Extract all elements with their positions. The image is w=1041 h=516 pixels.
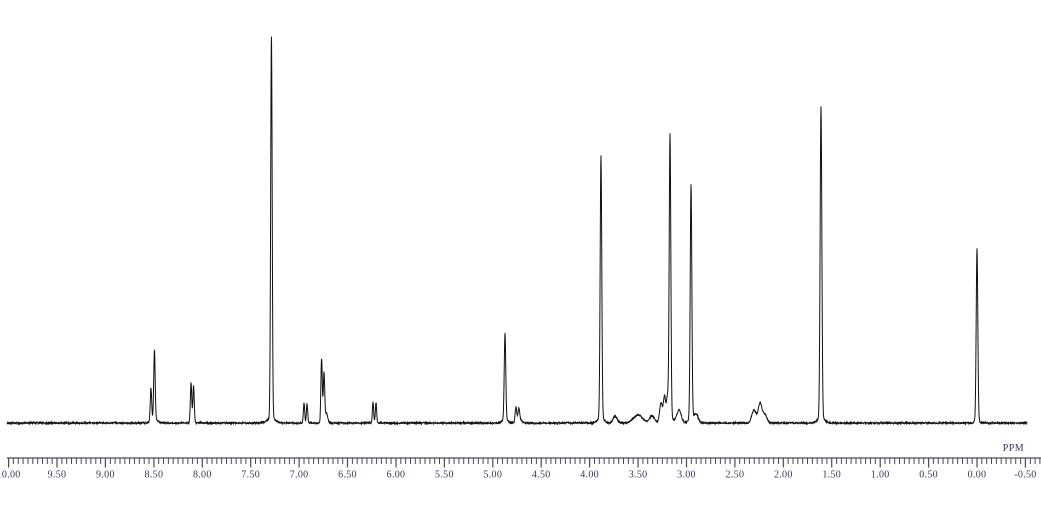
axis-tick-label: 0.00 xyxy=(968,470,987,481)
axis-tick-label: 9.50 xyxy=(48,470,67,481)
axis-tick-label: 5.50 xyxy=(435,470,454,481)
axis-tick-label: 7.00 xyxy=(290,470,309,481)
axis-tick-label: 1.50 xyxy=(822,470,841,481)
axis-tick-label: 1.00 xyxy=(871,470,890,481)
axis-tick-label: 9.00 xyxy=(96,470,115,481)
axis-tick-label: -0.50 xyxy=(1014,470,1036,481)
axis-tick-label: 6.00 xyxy=(387,470,406,481)
axis-tick-label: 4.00 xyxy=(580,470,599,481)
axis-tick-label: 4.50 xyxy=(532,470,551,481)
axis-tick-label: 8.00 xyxy=(193,470,212,481)
axis-tick-label: 2.00 xyxy=(774,470,793,481)
axis-tick-label: 10.00 xyxy=(0,470,21,481)
axis-tick-label: 2.50 xyxy=(726,470,745,481)
axis-tick-label: 6.50 xyxy=(338,470,357,481)
axis-tick-label: 3.50 xyxy=(629,470,648,481)
axis-tick-label: 5.00 xyxy=(483,470,502,481)
axis-tick-label: 0.50 xyxy=(919,470,938,481)
axis-tick-label: 7.50 xyxy=(241,470,260,481)
axis-tick-label: 3.00 xyxy=(677,470,696,481)
ppm-axis-ruler: 10.00 9.50 9.00 8.50 8.00 7.50 7.00 6.50 6.00 5.5… xyxy=(0,457,1041,481)
ppm-unit-label: PPM xyxy=(1002,443,1024,454)
spectrum-trace xyxy=(6,36,1028,426)
axis-tick-label: 8.50 xyxy=(145,470,164,481)
